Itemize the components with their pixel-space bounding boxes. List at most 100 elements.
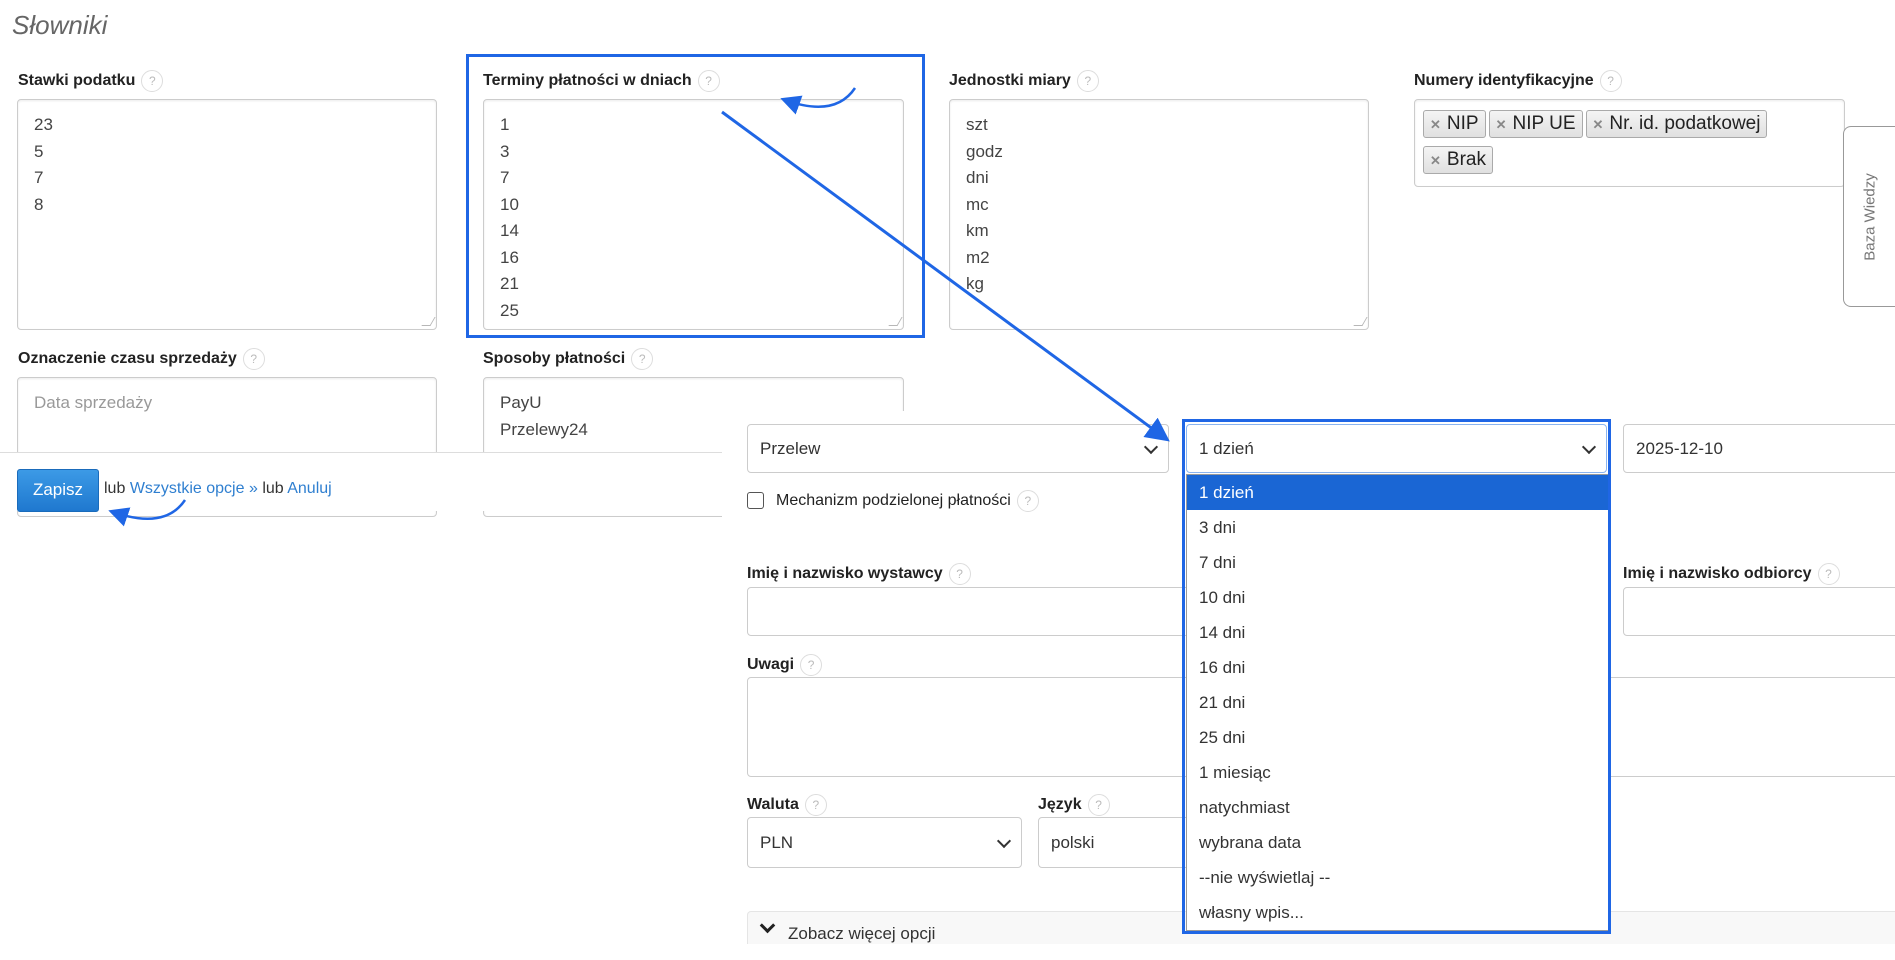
id-numbers-label-text: Numery identyfikacyjne bbox=[1414, 72, 1594, 89]
dropdown-option[interactable]: 16 dni bbox=[1199, 658, 1246, 677]
remove-tag-icon[interactable]: ✕ bbox=[1495, 117, 1507, 132]
help-icon[interactable]: ? bbox=[800, 654, 823, 676]
unit-line: godz bbox=[966, 141, 1003, 161]
issuer-input[interactable] bbox=[747, 587, 1197, 636]
unit-line: m2 bbox=[966, 247, 990, 267]
remove-tag-icon[interactable]: ✕ bbox=[1430, 153, 1441, 168]
payment-term-line: 1 bbox=[500, 115, 510, 134]
recipient-label-text: Imię i nazwisko odbiorcy bbox=[1623, 565, 1812, 582]
payment-method-select[interactable]: Przelew bbox=[747, 424, 1169, 473]
tax-rate-line: 7 bbox=[34, 168, 44, 187]
sale-date-label: Oznaczenie czasu sprzedaży? bbox=[18, 348, 265, 370]
currency-select[interactable]: PLN bbox=[747, 817, 1022, 868]
dropdown-option[interactable]: 10 dni bbox=[1199, 588, 1246, 607]
dropdown-option[interactable]: 1 miesiąc bbox=[1199, 763, 1271, 782]
sale-date-placeholder: Data sprzedaży bbox=[34, 393, 153, 412]
dropdown-option[interactable]: 25 dni bbox=[1199, 728, 1246, 747]
payment-date-value: 2025-12-10 bbox=[1636, 438, 1723, 458]
split-payment-label-text: Mechanizm podzielonej płatności bbox=[776, 492, 1011, 509]
recipient-input[interactable] bbox=[1623, 587, 1895, 636]
units-textarea[interactable]: szt godz dni mc km m2 kg bbox=[949, 99, 1369, 330]
help-icon[interactable]: ? bbox=[1599, 70, 1622, 92]
knowledge-base-tab[interactable]: Baza Wiedzy bbox=[1843, 126, 1895, 307]
dropdown-option[interactable]: --nie wyświetlaj -- bbox=[1199, 868, 1331, 887]
or-text: lub bbox=[262, 480, 284, 497]
help-icon[interactable]: ? bbox=[242, 348, 265, 370]
cancel-link[interactable]: Anuluj bbox=[287, 480, 332, 497]
issuer-label-text: Imię i nazwisko wystawcy bbox=[747, 565, 943, 582]
split-payment-checkbox[interactable] bbox=[747, 492, 764, 509]
payment-term-line: 14 bbox=[500, 221, 519, 240]
id-numbers-tag-input[interactable]: ✕ NIP ✕ NIP UE ✕ Nr. id. podatkowej ✕ Brak bbox=[1414, 99, 1845, 187]
curved-arrow-icon bbox=[780, 87, 857, 115]
language-select[interactable]: polski bbox=[1038, 817, 1198, 868]
dropdown-option[interactable]: 1 dzień bbox=[1187, 475, 1608, 510]
currency-label-text: Waluta bbox=[747, 796, 799, 813]
dropdown-option[interactable]: 14 dni bbox=[1199, 623, 1246, 642]
help-icon[interactable]: ? bbox=[141, 70, 164, 92]
footer-links: lub Wszystkie opcje » lub Anuluj bbox=[104, 480, 332, 498]
payment-term-line: 25 bbox=[500, 300, 519, 320]
id-number-tag: ✕ NIP bbox=[1423, 110, 1486, 138]
dropdown-option[interactable]: 7 dni bbox=[1199, 553, 1236, 572]
form-footer bbox=[0, 452, 722, 511]
help-icon[interactable]: ? bbox=[1076, 70, 1099, 92]
tax-rate-line: 5 bbox=[34, 141, 44, 161]
help-icon[interactable]: ? bbox=[804, 794, 827, 816]
payment-method-value: Przelew bbox=[760, 438, 821, 458]
help-icon[interactable]: ? bbox=[1087, 794, 1110, 816]
dropdown-option[interactable]: 3 dni bbox=[1199, 518, 1236, 537]
id-numbers-label: Numery identyfikacyjne? bbox=[1414, 70, 1622, 92]
unit-line: km bbox=[966, 221, 989, 240]
payment-term-dropdown: 1 dzień 3 dni 7 dni 10 dni 14 dni 16 dni 21 dn… bbox=[1186, 474, 1609, 931]
help-icon[interactable]: ? bbox=[1817, 563, 1840, 585]
tax-rates-textarea[interactable]: 23 5 7 8 bbox=[17, 99, 437, 330]
payment-date-input[interactable]: 2025-12-10 bbox=[1623, 424, 1895, 473]
issuer-label: Imię i nazwisko wystawcy? bbox=[747, 563, 971, 585]
payment-method-line: PayU bbox=[500, 393, 542, 412]
sale-date-label-text: Oznaczenie czasu sprzedaży bbox=[18, 350, 237, 367]
payment-term-select[interactable]: 1 dzień bbox=[1186, 424, 1607, 473]
help-icon[interactable]: ? bbox=[1016, 490, 1039, 512]
currency-label: Waluta? bbox=[747, 794, 827, 816]
dropdown-option[interactable]: natychmiast bbox=[1199, 798, 1290, 817]
currency-value: PLN bbox=[760, 832, 794, 852]
help-icon[interactable]: ? bbox=[631, 348, 654, 370]
all-options-link[interactable]: Wszystkie opcje » bbox=[129, 480, 258, 497]
notes-label: Uwagi? bbox=[747, 654, 823, 676]
help-icon[interactable]: ? bbox=[697, 70, 720, 92]
curved-arrow-icon bbox=[108, 499, 187, 527]
id-number-tag: ✕ Brak bbox=[1423, 146, 1493, 174]
dropdown-option[interactable]: wybrana data bbox=[1199, 833, 1302, 852]
payment-term-line: 16 bbox=[500, 247, 519, 267]
payment-term-line: 3 bbox=[500, 141, 510, 161]
remove-tag-icon[interactable]: ✕ bbox=[1592, 117, 1604, 132]
dropdown-option[interactable]: własny wpis... bbox=[1199, 903, 1304, 922]
payment-methods-label: Sposoby płatności? bbox=[483, 348, 654, 370]
arrow-icon bbox=[721, 110, 1170, 442]
save-button[interactable]: Zapisz bbox=[17, 469, 99, 512]
units-label: Jednostki miary? bbox=[949, 70, 1099, 92]
tag-label: Nr. id. podatkowej bbox=[1609, 113, 1761, 134]
page-title: Słowniki bbox=[12, 10, 108, 40]
remove-tag-icon[interactable]: ✕ bbox=[1430, 117, 1441, 132]
payment-term-value: 1 dzień bbox=[1199, 438, 1254, 458]
id-number-tag: ✕ NIP UE bbox=[1488, 110, 1583, 138]
tax-rates-label: Stawki podatku? bbox=[18, 70, 164, 92]
help-icon[interactable]: ? bbox=[948, 563, 971, 585]
highlight-box bbox=[1182, 419, 1611, 934]
payment-terms-label-text: Terminy płatności w dniach bbox=[483, 72, 692, 89]
id-number-tag: ✕ Nr. id. podatkowej bbox=[1585, 110, 1768, 138]
unit-line: szt bbox=[966, 115, 988, 134]
language-label: Język? bbox=[1038, 794, 1110, 816]
notes-label-text: Uwagi bbox=[747, 656, 795, 673]
tag-label: NIP bbox=[1446, 113, 1479, 134]
dropdown-option[interactable]: 21 dni bbox=[1199, 693, 1246, 712]
unit-line: kg bbox=[966, 274, 984, 293]
payment-methods-label-text: Sposoby płatności bbox=[483, 350, 626, 367]
units-label-text: Jednostki miary bbox=[949, 72, 1071, 89]
more-options-label: Zobacz więcej opcji bbox=[788, 924, 936, 943]
payment-terms-textarea[interactable]: 1 3 7 10 14 16 21 25 bbox=[483, 99, 904, 330]
unit-line: mc bbox=[966, 194, 989, 214]
